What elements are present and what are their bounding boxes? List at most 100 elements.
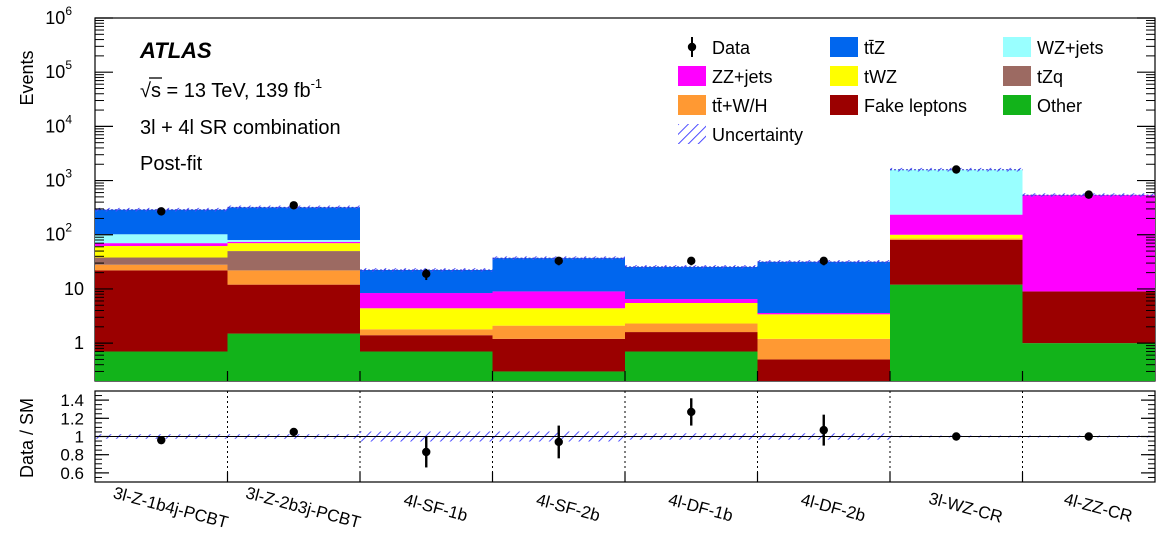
bar-twz-1	[227, 243, 360, 252]
y-tick-label-4: 104	[45, 112, 72, 136]
bar-fake-leptons-4	[625, 332, 758, 352]
x-category-label-4: 4l-DF-1b	[666, 490, 735, 525]
bar-twz-0	[95, 245, 228, 258]
legend-swatch-tzq	[1003, 66, 1031, 86]
ratio-point-1	[289, 427, 298, 437]
energy-text: = 13 TeV, 139 fb	[161, 80, 311, 102]
bar-other-4	[625, 351, 758, 381]
bar-wz-jets-6	[890, 169, 1023, 215]
bar-fake-leptons-1	[227, 284, 360, 334]
bar-tt-z-5	[757, 261, 890, 313]
y-tick-label-0: 1	[74, 333, 84, 353]
bar-fake-leptons-3	[492, 338, 625, 372]
data-point-4	[687, 256, 696, 266]
data-point-2	[422, 269, 431, 279]
legend-swatch-tt-z	[830, 37, 858, 57]
legend-label-data: Data	[712, 38, 751, 58]
energy-prefix: s	[151, 80, 161, 102]
ratio-point-5	[819, 425, 828, 435]
bar-tt-w-h-0	[95, 264, 228, 271]
legend-label-twz: tWZ	[864, 67, 897, 87]
bar-tzq-0	[95, 257, 228, 265]
y-tick-label-3: 103	[45, 167, 72, 191]
x-category-label-3: 4l-SF-2b	[534, 490, 602, 525]
x-category-label-1: 3l-Z-2b3j-PCBT	[244, 483, 363, 532]
x-category-label-6: 3l-WZ-CR	[927, 489, 1005, 527]
legend-data-marker	[687, 42, 697, 52]
y-tick-exponent-2: 2	[65, 221, 72, 235]
bar-other-3	[492, 371, 625, 381]
data-point-1	[289, 201, 298, 210]
bar-fake-leptons-6	[890, 240, 1023, 285]
legend-swatch-twz	[830, 66, 858, 86]
bar-other-1	[227, 333, 360, 381]
bar-other-6	[890, 284, 1023, 381]
data-point-5	[819, 256, 828, 266]
y-axis-label: Events	[17, 50, 37, 105]
legend-swatch-wz-jets	[1003, 37, 1031, 57]
bar-twz-2	[360, 308, 493, 330]
ratio-point-6	[952, 432, 961, 441]
legend-swatch-other	[1003, 95, 1031, 115]
bar-zz-jets-3	[492, 291, 625, 309]
bar-fake-leptons-7	[1022, 291, 1155, 344]
data-point-3	[554, 256, 563, 266]
legend-label-uncertainty: Uncertainty	[712, 125, 803, 145]
ratio-point-0	[157, 435, 166, 445]
bar-zz-jets-5	[757, 312, 890, 315]
bar-fake-leptons-2	[360, 335, 493, 352]
bar-twz-5	[757, 314, 890, 339]
legend-label-zz-jets: ZZ+jets	[712, 67, 773, 87]
region-label: 3l + 4l SR combination	[140, 117, 341, 139]
bar-other-2	[360, 351, 493, 381]
energy-lumi-label: √s = 13 TeV, 139 fb-1	[140, 76, 322, 102]
bar-zz-jets-6	[890, 214, 1023, 235]
legend-label-tt-w-h: tt̄+W/H	[712, 96, 768, 116]
energy-sup: -1	[311, 76, 323, 91]
x-category-label-2: 4l-SF-1b	[402, 490, 470, 525]
uncertainty-band-4	[625, 265, 758, 269]
x-category-label-0: 3l-Z-1b4j-PCBT	[111, 483, 230, 532]
bar-tt-w-h-2	[360, 329, 493, 336]
bar-twz-4	[625, 303, 758, 324]
bar-zz-jets-7	[1022, 195, 1155, 292]
bar-tt-w-h-1	[227, 270, 360, 285]
bar-tt-w-h-5	[757, 338, 890, 360]
bar-zz-jets-2	[360, 293, 493, 309]
y-tick-exponent-3: 3	[65, 167, 72, 181]
legend-swatch-fake-leptons	[830, 95, 858, 115]
bar-wz-jets-1	[227, 240, 360, 242]
bar-tt-z-4	[625, 266, 758, 300]
bar-other-7	[1022, 343, 1155, 381]
legend-swatch-zz-jets	[678, 66, 706, 86]
ratio-point-7	[1084, 432, 1093, 441]
legend-label-tt-z: tt̄Z	[864, 38, 885, 58]
fit-label: Post-fit	[140, 153, 203, 175]
x-category-label-7: 4l-ZZ-CR	[1062, 489, 1134, 525]
bar-fake-leptons-0	[95, 270, 228, 352]
data-point-6	[952, 165, 961, 174]
ratio-point-2	[422, 447, 431, 457]
y-tick-exponent-5: 5	[65, 58, 72, 72]
atlas-label: ATLAS	[139, 38, 212, 63]
y-tick-label-1: 10	[64, 279, 84, 299]
ratio-tick-label-1: 0.8	[60, 446, 84, 465]
bar-tt-w-h-4	[625, 323, 758, 333]
bar-fake-leptons-5	[757, 359, 890, 381]
ratio-tick-label-3: 1.2	[60, 409, 84, 428]
ratio-point-4	[687, 407, 696, 417]
y-tick-label-6: 106	[45, 4, 72, 28]
legend-label-other: Other	[1037, 96, 1082, 116]
bar-tt-w-h-6	[890, 238, 1023, 241]
bar-tzq-1	[227, 251, 360, 271]
y-tick-label-5: 105	[45, 58, 72, 82]
bar-zz-jets-1	[227, 241, 360, 244]
bar-other-0	[95, 351, 228, 381]
ratio-tick-label-4: 1.4	[60, 391, 84, 410]
bar-zz-jets-4	[625, 299, 758, 304]
x-category-label-5: 4l-DF-2b	[799, 490, 868, 525]
bar-wz-jets-0	[95, 234, 228, 244]
legend-label-wz-jets: WZ+jets	[1037, 38, 1104, 58]
ratio-tick-label-0: 0.6	[60, 464, 84, 483]
